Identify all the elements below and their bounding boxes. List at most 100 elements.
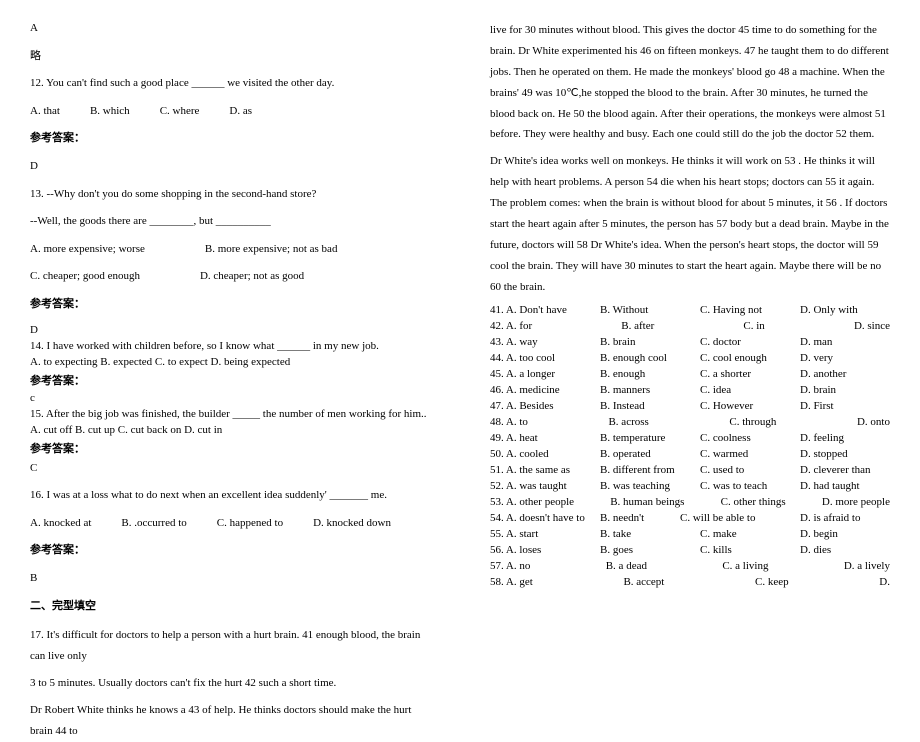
c55-c: C. make (700, 528, 800, 540)
c58-a: 58. A. get (490, 576, 533, 588)
cloze-55: 55. A. start B. take C. make D. begin (490, 528, 890, 540)
c48-b: B. across (608, 416, 648, 428)
q13-choices-row2: C. cheaper; good enough D. cheaper; not … (30, 268, 430, 286)
passage-line-2: 3 to 5 minutes. Usually doctors can't fi… (30, 673, 430, 694)
cloze-42: 42. A. for B. after C. in D. since (490, 320, 890, 332)
cloze-43: 43. A. way B. brain C. doctor D. man (490, 336, 890, 348)
q12-choice-b: B. which (90, 103, 130, 121)
c41-d: D. Only with (800, 304, 858, 316)
answer-label: 参考答案： (30, 130, 430, 148)
c49-a: 49. A. heat (490, 432, 600, 444)
q11-answer: A (30, 20, 430, 38)
q12-answer: D (30, 158, 430, 176)
c49-c: C. coolness (700, 432, 800, 444)
c51-b: B. different from (600, 464, 700, 476)
c56-d: D. dies (800, 544, 831, 556)
q12-choice-d: D. as (229, 103, 252, 121)
q13-choice-a: A. more expensive; worse (30, 241, 145, 259)
c46-b: B. manners (600, 384, 700, 396)
c52-a: 52. A. was taught (490, 480, 600, 492)
q16-choices: A. knocked at B. .occurred to C. happene… (30, 515, 430, 533)
answer-label: 参考答案： (30, 296, 430, 314)
c44-a: 44. A. too cool (490, 352, 600, 364)
q13-choice-c: C. cheaper; good enough (30, 268, 140, 286)
c47-a: 47. A. Besides (490, 400, 600, 412)
q13-choices-row1: A. more expensive; worse B. more expensi… (30, 241, 430, 259)
answer-label: 参考答案： (30, 372, 430, 388)
cloze-47: 47. A. Besides B. Instead C. However D. … (490, 400, 890, 412)
cloze-53: 53. A. other people B. human beings C. o… (490, 496, 890, 508)
cloze-56: 56. A. loses B. goes C. kills D. dies (490, 544, 890, 556)
c54-c: C. will be able to (680, 512, 800, 524)
c52-c: C. was to teach (700, 480, 800, 492)
cloze-50: 50. A. cooled B. operated C. warmed D. s… (490, 448, 890, 460)
c44-d: D. very (800, 352, 833, 364)
q15-answer: C (30, 460, 430, 478)
c49-d: D. feeling (800, 432, 844, 444)
c45-c: C. a shorter (700, 368, 800, 380)
c51-c: C. used to (700, 464, 800, 476)
q16-choice-a: A. knocked at (30, 515, 91, 533)
passage-p1: live for 30 minutes without blood. This … (490, 20, 890, 145)
cloze-44: 44. A. too cool B. enough cool C. cool e… (490, 352, 890, 364)
c43-d: D. man (800, 336, 832, 348)
c46-d: D. brain (800, 384, 836, 396)
q14-text: 14. I have worked with children before, … (30, 340, 430, 352)
c50-a: 50. A. cooled (490, 448, 600, 460)
c52-d: D. had taught (800, 480, 860, 492)
cloze-57: 57. A. no B. a dead C. a living D. a liv… (490, 560, 890, 572)
c53-a: 53. A. other people (490, 496, 574, 508)
q15-text: 15. After the big job was finished, the … (30, 408, 430, 420)
c49-b: B. temperature (600, 432, 700, 444)
right-column: live for 30 minutes without blood. This … (460, 0, 920, 651)
c41-b: B. Without (600, 304, 700, 316)
c42-c: C. in (743, 320, 764, 332)
q13-answer: D (30, 324, 430, 336)
c42-b: B. after (621, 320, 654, 332)
c57-c: C. a living (722, 560, 768, 572)
q12-choices: A. that B. which C. where D. as (30, 103, 430, 121)
c58-c: C. keep (755, 576, 789, 588)
cloze-58: 58. A. get B. accept C. keep D. (490, 576, 890, 588)
q15-choices: A. cut off B. cut up C. cut back on D. c… (30, 424, 430, 436)
q13-text2: --Well, the goods there are ________, bu… (30, 213, 430, 231)
c46-a: 46. A. medicine (490, 384, 600, 396)
c47-d: D. First (800, 400, 834, 412)
cloze-54: 54. A. doesn't have to B. needn't C. wil… (490, 512, 890, 524)
c44-b: B. enough cool (600, 352, 700, 364)
c45-a: 45. A. a longer (490, 368, 600, 380)
c48-c: C. through (729, 416, 776, 428)
c51-d: D. cleverer than (800, 464, 871, 476)
q16-choice-c: C. happened to (217, 515, 283, 533)
c56-b: B. goes (600, 544, 700, 556)
c47-b: B. Instead (600, 400, 700, 412)
q16-text: 16. I was at a loss what to do next when… (30, 487, 430, 505)
q13-text: 13. --Why don't you do some shopping in … (30, 186, 430, 204)
c41-c: C. Having not (700, 304, 800, 316)
answer-label: 参考答案： (30, 542, 430, 560)
c54-d: D. is afraid to (800, 512, 860, 524)
c54-b: B. needn't (600, 512, 680, 524)
c47-c: C. However (700, 400, 800, 412)
c58-d: D. (879, 576, 890, 588)
c43-a: 43. A. way (490, 336, 600, 348)
q14-answer: c (30, 392, 430, 404)
cloze-51: 51. A. the same as B. different from C. … (490, 464, 890, 476)
q12-text: 12. You can't find such a good place ___… (30, 75, 430, 93)
cloze-49: 49. A. heat B. temperature C. coolness D… (490, 432, 890, 444)
c45-d: D. another (800, 368, 846, 380)
c56-c: C. kills (700, 544, 800, 556)
q16-choice-d: D. knocked down (313, 515, 391, 533)
c56-a: 56. A. loses (490, 544, 600, 556)
passage-line-3: Dr Robert White thinks he knows a 43 of … (30, 700, 430, 742)
c51-a: 51. A. the same as (490, 464, 600, 476)
c46-c: C. idea (700, 384, 800, 396)
passage-line-1: 17. It's difficult for doctors to help a… (30, 625, 430, 667)
page: A 略 12. You can't find such a good place… (0, 0, 920, 651)
q11-omit: 略 (30, 48, 430, 66)
cloze-52: 52. A. was taught B. was teaching C. was… (490, 480, 890, 492)
q16-choice-b: B. .occurred to (121, 515, 186, 533)
c43-b: B. brain (600, 336, 700, 348)
cloze-48: 48. A. to B. across C. through D. onto (490, 416, 890, 428)
c43-c: C. doctor (700, 336, 800, 348)
